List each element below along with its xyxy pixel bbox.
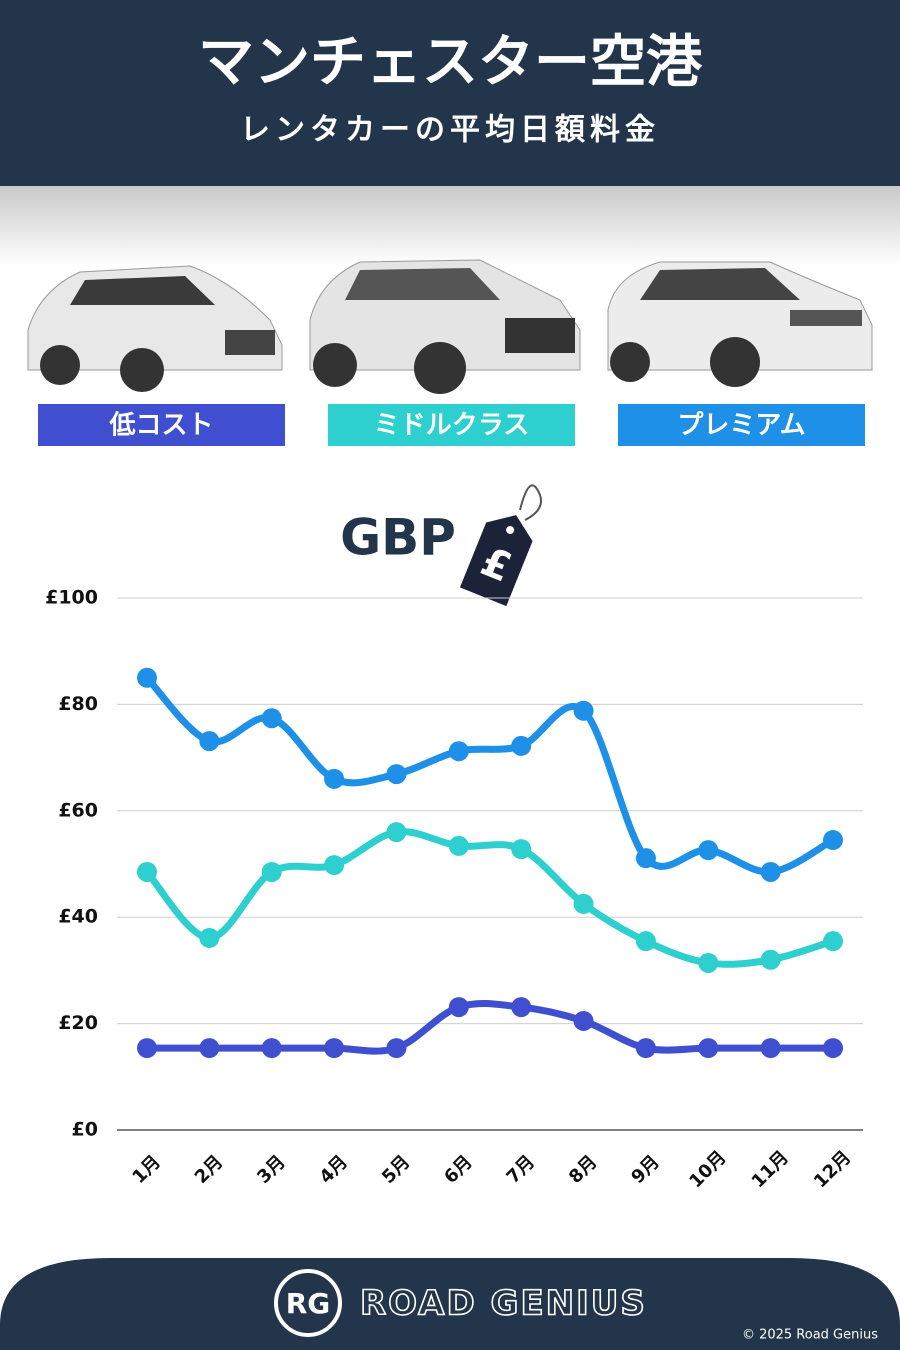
footer-band — [0, 1258, 900, 1350]
data-point — [199, 731, 220, 752]
data-point — [760, 861, 781, 882]
data-point — [698, 1038, 719, 1059]
data-point — [635, 848, 656, 869]
currency-badge: GBP £ — [340, 484, 542, 607]
legend-swatch — [618, 404, 865, 446]
data-point — [386, 1038, 407, 1059]
logo-ring — [274, 1269, 342, 1337]
data-point — [698, 952, 719, 973]
data-point — [137, 861, 157, 882]
legend-label: プレミアム — [677, 411, 805, 441]
legend-label: 低コスト — [108, 411, 213, 441]
data-point — [698, 840, 719, 861]
data-point — [511, 997, 532, 1018]
plot: £0 £20 £40 £60 £80 £100 1月 2月 3月 4月 5月 6月 7月 8月 9月 10月 1… — [45, 587, 863, 1192]
copyright: © 2025 Road Genius — [742, 1328, 878, 1343]
data-point — [573, 893, 594, 914]
data-point — [823, 1038, 843, 1059]
data-point — [573, 1010, 594, 1031]
series-line — [143, 1000, 837, 1055]
y-tick-label: £40 — [58, 906, 98, 928]
y-tick-label: £20 — [58, 1012, 98, 1034]
x-tick-label: 12月 — [810, 1147, 855, 1192]
data-point — [137, 1038, 157, 1059]
data-point — [823, 830, 843, 851]
x-tick-label: 1月 — [128, 1151, 164, 1187]
x-tick-label: 4月 — [316, 1151, 352, 1187]
x-tick-label: 7月 — [503, 1151, 539, 1187]
data-point — [261, 1038, 282, 1059]
x-tick-label: 10月 — [685, 1147, 730, 1192]
data-point — [573, 700, 594, 721]
data-point — [386, 822, 407, 843]
data-point — [448, 741, 469, 762]
data-point — [760, 1038, 781, 1059]
title: マンチェスター空港 — [198, 30, 703, 95]
y-tick-label: £60 — [58, 799, 98, 821]
x-tick-label: 9月 — [627, 1151, 663, 1187]
series-line — [143, 828, 837, 968]
logo: RG — [286, 1287, 331, 1320]
subtitle: レンタカーの平均日額料金 — [240, 113, 660, 148]
data-point — [760, 949, 781, 970]
data-point — [199, 1038, 220, 1059]
data-point — [324, 768, 345, 789]
car-economy — [27, 265, 283, 392]
data-point — [261, 708, 282, 729]
data-point — [448, 997, 469, 1018]
data-point — [324, 1038, 345, 1059]
y-tick-label: £0 — [72, 1119, 98, 1141]
x-tick-label: 5月 — [378, 1151, 414, 1187]
y-tick-label: £100 — [45, 587, 98, 609]
tag-string — [519, 484, 542, 521]
legend-swatch — [38, 404, 285, 446]
x-tick-label: 11月 — [748, 1147, 793, 1192]
car-mid — [309, 259, 581, 394]
legend-label: ミドルクラス — [374, 411, 529, 441]
x-tick-label: 6月 — [440, 1151, 476, 1187]
data-point — [324, 855, 345, 876]
data-point — [635, 1038, 656, 1059]
data-point — [448, 835, 469, 856]
legend-swatch — [328, 404, 575, 446]
x-tick-label: 2月 — [191, 1151, 227, 1187]
shade-band — [0, 186, 900, 266]
currency-label: GBP — [340, 509, 456, 567]
data-point — [511, 735, 532, 756]
legend: 低コスト ミドルクラス プレミアム — [38, 404, 865, 446]
y-tick-label: £80 — [58, 693, 98, 715]
header-band — [0, 0, 900, 186]
x-tick-label: 3月 — [253, 1151, 289, 1187]
data-point — [511, 839, 532, 860]
x-tick-label: 8月 — [565, 1151, 601, 1187]
data-point — [823, 931, 843, 952]
data-point — [199, 927, 220, 948]
data-point — [261, 861, 282, 882]
data-point — [137, 667, 157, 688]
price-tag: £ — [459, 515, 533, 607]
brand: ROAD GENIUS — [360, 1284, 647, 1324]
data-point — [635, 931, 656, 952]
data-point — [386, 764, 407, 785]
car-premium — [607, 261, 873, 387]
